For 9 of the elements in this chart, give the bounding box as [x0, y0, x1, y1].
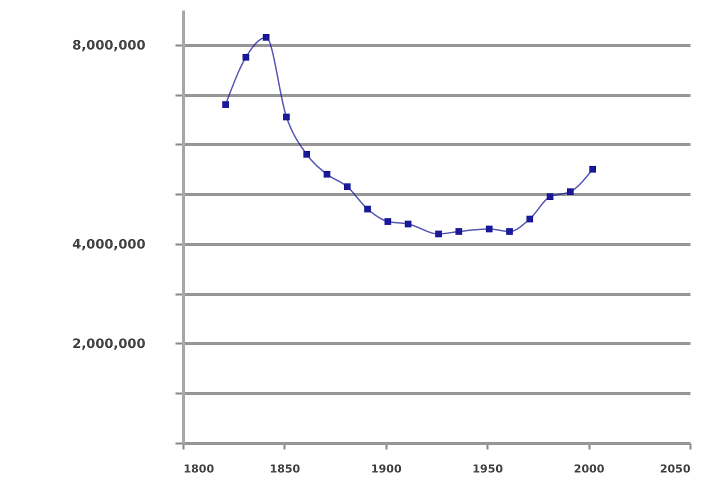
- y-tick-label: 2,000,000: [72, 336, 146, 352]
- y-tick-label: 4,000,000: [72, 237, 146, 252]
- x-tick-label: 2000: [574, 462, 605, 476]
- y-tick-label: 8,000,000: [72, 38, 146, 54]
- x-tick-label: 1800: [184, 462, 214, 476]
- x-tick-label: 2050: [660, 462, 691, 476]
- x-tick-label: 1950: [472, 462, 504, 476]
- x-tick-label: 1900: [370, 462, 402, 476]
- x-tick-label: 1850: [270, 462, 301, 476]
